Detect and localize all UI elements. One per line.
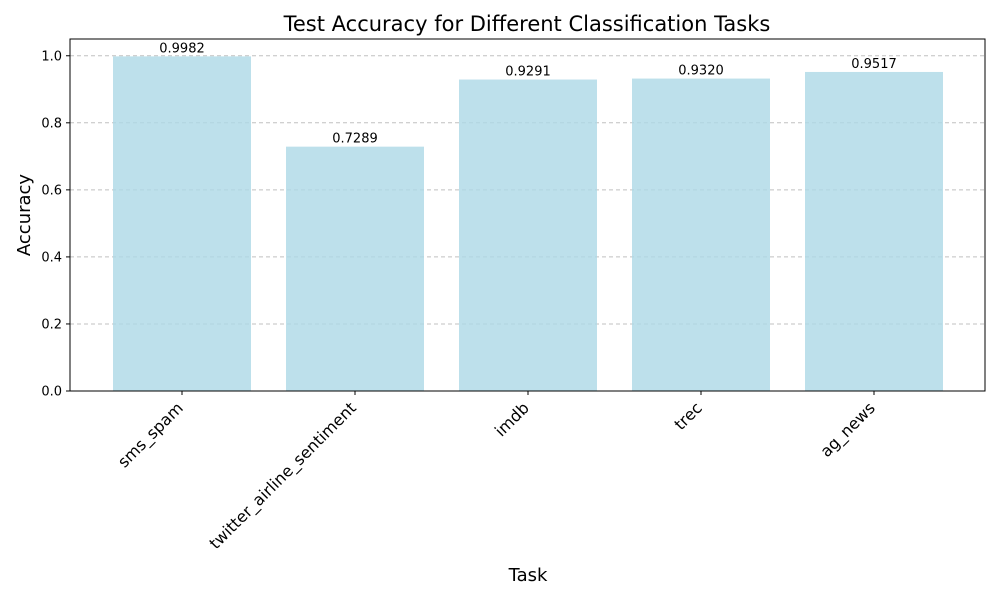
y-tick-label: 0.0 (41, 385, 62, 400)
bar-value-label: 0.9320 (678, 64, 724, 79)
x-tick-label: twitter_airline_sentiment (205, 398, 360, 553)
y-tick-label: 0.2 (41, 317, 62, 332)
y-tick-label: 0.4 (41, 250, 62, 265)
bars (113, 56, 943, 392)
bar (113, 56, 251, 392)
x-tick-label: imdb (491, 398, 533, 440)
x-tick-label: ag_news (816, 398, 879, 461)
bar (805, 71, 943, 391)
bar (632, 78, 770, 391)
x-axis-label: Task (508, 565, 548, 586)
y-axis-label: Accuracy (14, 174, 35, 257)
bar (286, 146, 424, 391)
bar-value-label: 0.9517 (851, 57, 897, 72)
bar-value-label: 0.9291 (505, 65, 551, 80)
bar-value-label: 0.7289 (332, 132, 378, 147)
bar-value-label: 0.9982 (159, 41, 205, 56)
y-tick-label: 0.6 (41, 183, 62, 198)
chart-title: Test Accuracy for Different Classificati… (283, 12, 771, 36)
x-tick-label: trec (670, 398, 705, 433)
value-labels: 0.9982 0.7289 0.9291 0.9320 0.9517 (159, 41, 897, 146)
x-tick-label: sms_spam (114, 398, 188, 472)
y-tick-label: 1.0 (41, 49, 62, 64)
bar (459, 79, 597, 392)
y-tick-label: 0.8 (41, 116, 62, 131)
x-axis: sms_spam twitter_airline_sentiment imdb tre… (114, 391, 880, 554)
y-axis: 0.0 0.2 0.4 0.6 0.8 1.0 (41, 49, 70, 400)
